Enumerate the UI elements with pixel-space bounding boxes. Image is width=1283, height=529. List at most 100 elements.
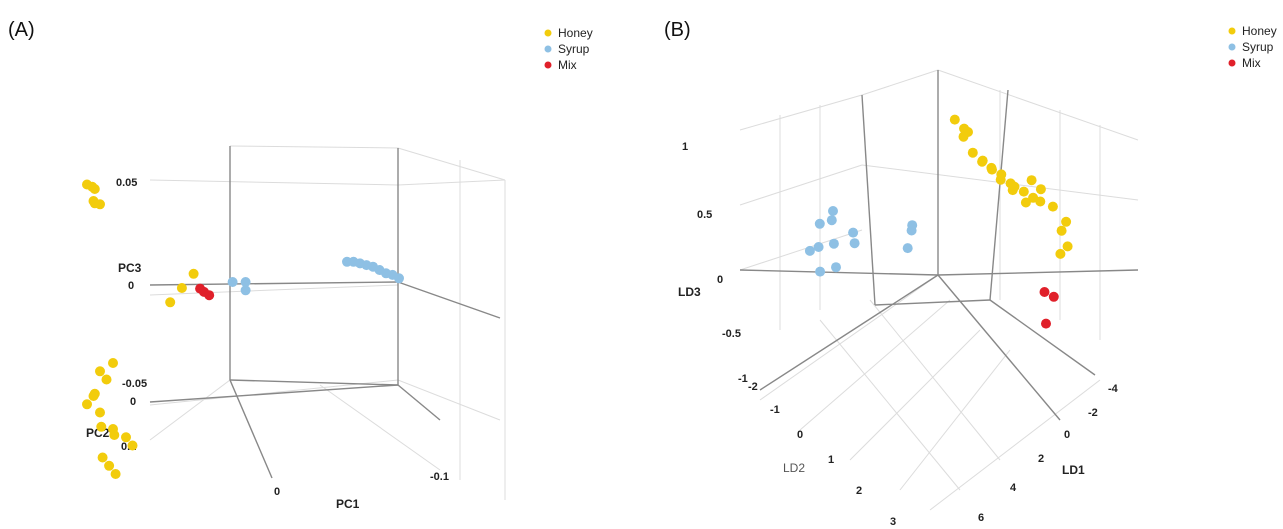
pc1-tick-0: 0 [274,486,280,498]
legend-mix-label: Mix [558,58,577,72]
point-honey-3 [89,184,100,194]
ld1-tick-5: 6 [978,512,984,524]
point-honey-23 [110,469,121,479]
point-honey-8 [165,297,176,308]
panel-a-legend: Honey Syrup Mix [544,26,593,72]
ld2-tick-0: -1 [738,373,748,385]
point-syrup-0 [227,277,238,287]
panel-a: (A) 0.05 0 -0.05 0 [8,19,593,511]
pc1-tick-1: -0.1 [430,471,449,483]
pc3-tick-0: 0.05 [116,177,137,189]
ld2-tick-2: -1 [770,404,780,416]
point-honey-9 [108,358,118,368]
point-mix-0 [1039,287,1050,297]
point-honey-16 [96,421,107,432]
ld2-tick-3: 0 [797,429,803,441]
point-honey-0 [949,114,960,125]
point-syrup-1 [240,277,251,287]
point-honey-11 [101,374,112,385]
point-honey-19 [1035,196,1046,207]
point-honey-14 [1018,186,1029,197]
point-syrup-1 [826,215,837,226]
point-mix-2 [204,290,215,301]
legend-honey-label: Honey [558,26,593,40]
panel-b-axes [739,70,1139,421]
legend-mix-marker [544,61,552,69]
panel-b: (B) [664,19,1277,528]
pc2-tick-0: 0 [130,396,136,408]
point-syrup-0 [828,206,838,216]
panel-b-label: (B) [664,19,691,41]
point-syrup-8 [831,262,841,273]
legend-honey-marker [544,29,552,37]
point-syrup-11 [394,273,404,284]
point-honey-4 [967,147,978,158]
ld1-tick-1: -2 [1088,407,1098,419]
ld3-tick-2: 0 [717,274,723,286]
ld1-tick-4: 4 [1010,482,1017,494]
point-honey-22 [1056,225,1067,236]
point-honey-23 [1062,241,1073,252]
point-honey-5 [95,199,105,210]
panel-b-legend: Honey Syrup Mix [1228,24,1277,70]
point-honey-13 [88,391,99,401]
point-honey-10 [995,174,1006,185]
pc3-tick-1: 0 [128,280,134,292]
point-honey-20 [127,440,138,451]
point-syrup-2 [848,227,859,238]
panel-a-grid [149,145,506,500]
ld3-tick-1: 0.5 [697,209,712,221]
point-syrup-6 [813,242,824,252]
point-syrup-11 [906,225,917,236]
point-honey-7 [977,155,988,166]
point-honey-7 [176,283,187,293]
point-syrup-7 [804,245,815,256]
point-honey-17 [1026,175,1037,186]
point-syrup-9 [815,266,826,277]
point-honey-22 [104,460,115,471]
point-honey-21 [97,452,108,463]
ld2-tick-6: 3 [890,516,896,528]
ld3-tick-0: 1 [682,141,688,153]
point-honey-13 [1009,181,1020,192]
point-honey-8 [987,164,997,175]
legend-b-mix-label: Mix [1242,56,1261,70]
panel-a-label: (A) [8,19,35,41]
point-mix-1 [1048,291,1059,302]
panel-a-points [82,179,404,479]
legend-syrup-label: Syrup [558,42,590,56]
panel-a-axes [149,146,501,479]
point-honey-19 [121,432,131,443]
ld3-axis-title: LD3 [678,285,701,299]
ld2-tick-4: 1 [828,454,834,466]
legend-b-syrup-marker [1228,43,1236,51]
panel-b-grid [739,69,1139,511]
point-syrup-5 [828,238,839,249]
ld1-tick-0: -4 [1108,383,1119,395]
legend-syrup-marker [544,45,552,53]
legend-b-honey-marker [1228,27,1236,35]
ld1-axis-title: LD1 [1062,463,1085,477]
point-honey-14 [82,399,92,410]
point-syrup-3 [849,238,860,249]
ld2-tick-5: 2 [856,485,862,497]
point-honey-6 [188,268,199,279]
pc3-tick-2: -0.05 [122,378,147,390]
pc1-axis-title: PC1 [336,497,360,511]
ld1-tick-3: 2 [1038,453,1044,465]
ld2-axis-title: LD2 [783,461,805,475]
point-honey-24 [1055,248,1066,259]
point-honey-20 [1047,201,1058,212]
point-mix-2 [1041,318,1051,329]
point-honey-18 [1035,184,1046,195]
legend-b-honey-label: Honey [1242,24,1277,38]
point-honey-16 [1020,197,1031,208]
ld3-tick-3: -0.5 [722,328,741,340]
panel-b-points [804,114,1073,329]
pc3-axis-title: PC3 [118,261,142,275]
point-honey-15 [95,407,105,418]
point-syrup-4 [814,218,825,229]
ld1-tick-2: 0 [1064,429,1070,441]
legend-b-syrup-label: Syrup [1242,40,1274,54]
